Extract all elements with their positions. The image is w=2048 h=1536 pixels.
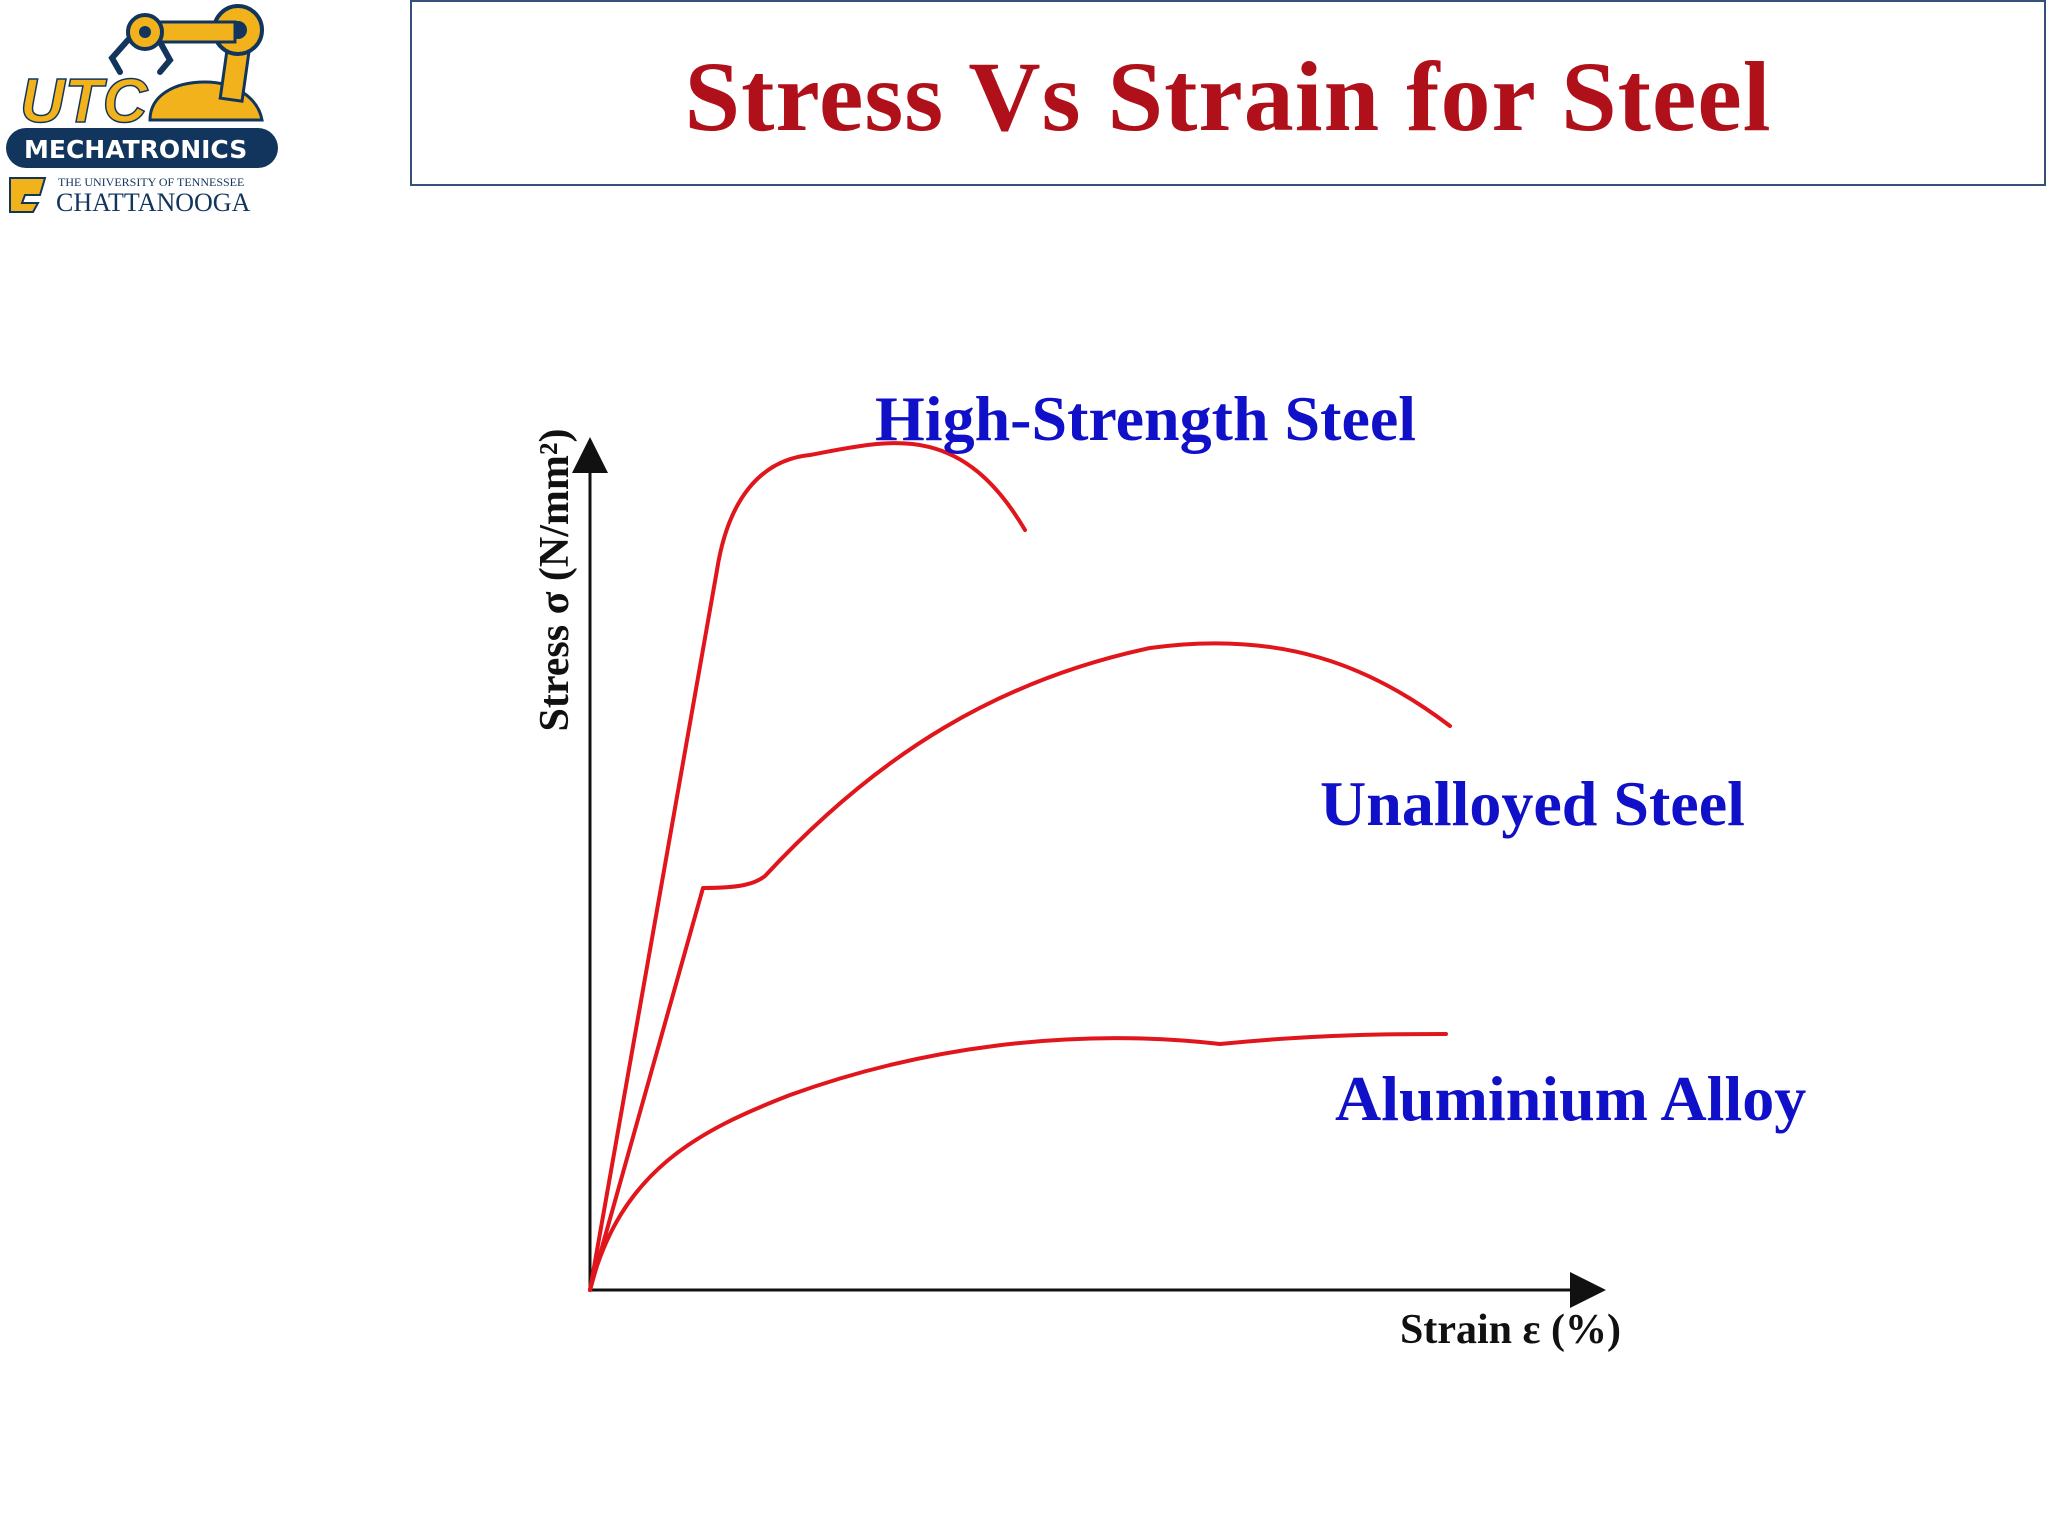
logo-mechatronics-text: MECHATRONICS: [24, 135, 247, 164]
curve-aluminium-alloy: [588, 1032, 1448, 1292]
curve-high-strength-steel: [588, 441, 1027, 1292]
curve-unalloyed-steel: [588, 641, 1452, 1292]
title-box: Stress Vs Strain for Steel: [410, 0, 2046, 186]
slide-title: Stress Vs Strain for Steel: [684, 40, 1772, 152]
logo-university-text: THE UNIVERSITY OF TENNESSEE: [58, 175, 244, 189]
logo-utc-text: UTC: [20, 67, 149, 136]
logo-city-text: CHATTANOOGA: [56, 188, 251, 217]
robot-arm-icon: [108, 4, 264, 122]
y-axis-label: Stress σ (N/mm²): [532, 429, 578, 732]
label-unalloyed-steel: Unalloyed Steel: [1320, 768, 1745, 839]
label-high-strength-steel: High-Strength Steel: [875, 383, 1416, 454]
x-axis-label: Strain ε (%): [1400, 1307, 1621, 1353]
label-aluminium-alloy: Aluminium Alloy: [1335, 1063, 1806, 1134]
utc-mechatronics-logo: UTC MECHATRONICS THE UNIVERSITY OF TENNE…: [6, 4, 278, 217]
